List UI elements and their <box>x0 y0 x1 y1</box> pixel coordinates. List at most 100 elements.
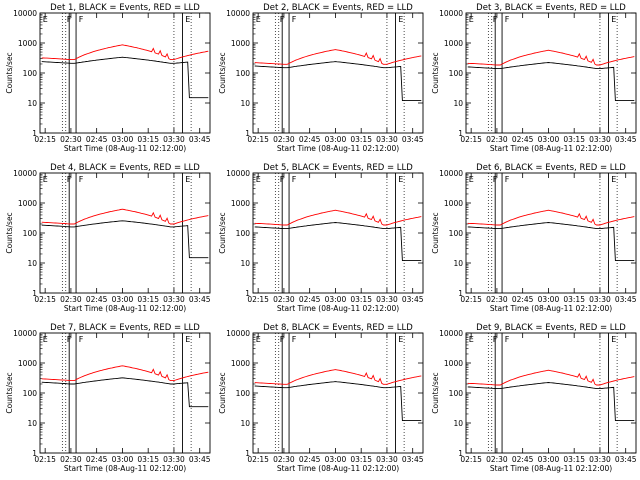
x-tick-label: 02:30 <box>486 135 508 144</box>
x-axis-label: Start Time (08-Aug-11 02:12:00) <box>490 144 612 153</box>
y-tick-label: 1000 <box>444 199 463 208</box>
y-tick-label: 10000 <box>439 169 463 178</box>
y-axis-label: Counts/sec <box>218 52 227 93</box>
flag-marker: F <box>79 15 84 24</box>
y-tick-label: 10 <box>240 259 250 268</box>
x-tick-label: 03:15 <box>350 295 372 304</box>
y-axis-label: Counts/sec <box>431 52 440 93</box>
lld-series-line <box>254 49 422 65</box>
y-tick-label: 10000 <box>439 9 463 18</box>
x-tick-label: 02:30 <box>486 295 508 304</box>
x-tick-label: 02:30 <box>273 295 295 304</box>
panel-title: Det 7, BLACK = Events, RED = LLD <box>50 323 200 333</box>
detector-panel-1: Det 1, BLACK = Events, RED = LLD Start Ti… <box>5 3 211 153</box>
x-axis-label: Start Time (08-Aug-11 02:12:00) <box>277 144 399 153</box>
y-tick-label: 1000 <box>231 39 250 48</box>
y-tick-label: 10 <box>27 419 37 428</box>
plot-frame <box>39 332 211 454</box>
flag-marker: F <box>67 15 72 24</box>
flag-marker: F <box>280 335 285 344</box>
x-tick-label: 03:45 <box>402 135 424 144</box>
y-tick-label: 10 <box>453 259 463 268</box>
x-tick-label: 03:30 <box>589 295 611 304</box>
x-tick-label: 02:30 <box>273 455 295 464</box>
x-tick-label: 03:30 <box>163 295 185 304</box>
plot-frame <box>39 12 211 134</box>
y-tick-label: 1 <box>245 289 250 298</box>
x-tick-label: 03:00 <box>325 455 347 464</box>
y-tick-label: 1 <box>32 289 37 298</box>
x-tick-label: 03:15 <box>137 295 159 304</box>
flag-marker: E <box>256 15 261 24</box>
y-tick-label: 10000 <box>226 9 250 18</box>
events-series-line <box>254 381 422 422</box>
flag-marker: F <box>67 335 72 344</box>
y-tick-label: 10000 <box>226 169 250 178</box>
x-tick-label: 02:30 <box>273 135 295 144</box>
x-tick-label: 03:30 <box>589 135 611 144</box>
flag-marker: E <box>611 175 616 184</box>
x-tick-label: 03:45 <box>402 295 424 304</box>
flag-marker: E <box>611 335 616 344</box>
y-tick-label: 10 <box>453 99 463 108</box>
y-tick-label: 1000 <box>444 39 463 48</box>
lld-series-line <box>41 44 209 61</box>
y-axis-label: Counts/sec <box>5 52 14 93</box>
y-tick-label: 1 <box>32 129 37 138</box>
x-axis-label: Start Time (08-Aug-11 02:12:00) <box>490 304 612 313</box>
x-tick-label: 02:15 <box>34 455 56 464</box>
x-axis-label: Start Time (08-Aug-11 02:12:00) <box>490 464 612 473</box>
panel-title: Det 2, BLACK = Events, RED = LLD <box>263 3 413 13</box>
y-tick-label: 100 <box>236 389 251 398</box>
flag-marker: E <box>256 175 261 184</box>
y-tick-label: 100 <box>449 69 464 78</box>
plot-frame <box>465 332 637 454</box>
flag-marker: F <box>280 175 285 184</box>
x-tick-label: 02:30 <box>486 455 508 464</box>
flag-marker: E <box>43 15 48 24</box>
y-tick-label: 10 <box>453 419 463 428</box>
x-tick-label: 03:00 <box>112 455 134 464</box>
y-axis-label: Counts/sec <box>218 372 227 413</box>
detector-panel-8: Det 8, BLACK = Events, RED = LLD Start Ti… <box>218 323 424 473</box>
panel-title: Det 5, BLACK = Events, RED = LLD <box>263 163 413 173</box>
x-axis-label: Start Time (08-Aug-11 02:12:00) <box>277 464 399 473</box>
y-tick-label: 1 <box>458 449 463 458</box>
x-tick-label: 03:15 <box>563 455 585 464</box>
events-series-line <box>254 222 422 262</box>
x-tick-label: 03:00 <box>325 135 347 144</box>
flag-marker: E <box>185 15 190 24</box>
panel-title: Det 6, BLACK = Events, RED = LLD <box>476 163 626 173</box>
x-tick-label: 03:45 <box>615 135 637 144</box>
flag-marker: F <box>280 15 285 24</box>
x-tick-label: 02:15 <box>247 455 269 464</box>
y-tick-label: 100 <box>23 389 38 398</box>
lld-series-line <box>467 369 635 386</box>
flag-marker: E <box>185 335 190 344</box>
flag-marker: F <box>292 175 297 184</box>
y-tick-label: 1000 <box>18 199 37 208</box>
x-tick-label: 02:45 <box>299 455 321 464</box>
y-tick-label: 10 <box>27 259 37 268</box>
lld-series-line <box>41 365 209 382</box>
y-tick-label: 10000 <box>13 9 37 18</box>
x-tick-label: 03:45 <box>402 455 424 464</box>
y-tick-label: 1000 <box>18 39 37 48</box>
lld-series-line <box>467 209 635 226</box>
x-tick-label: 03:00 <box>112 135 134 144</box>
plot-frame <box>465 12 637 134</box>
flag-marker: F <box>292 335 297 344</box>
x-tick-label: 02:45 <box>512 455 534 464</box>
x-tick-label: 03:00 <box>112 295 134 304</box>
y-axis-label: Counts/sec <box>431 212 440 253</box>
flag-marker: F <box>67 175 72 184</box>
x-tick-label: 03:15 <box>350 455 372 464</box>
flag-marker: E <box>398 175 403 184</box>
x-tick-label: 03:30 <box>163 455 185 464</box>
panel-title: Det 3, BLACK = Events, RED = LLD <box>476 3 626 13</box>
lld-series-line <box>254 369 422 385</box>
flag-marker: E <box>398 335 403 344</box>
y-tick-label: 100 <box>236 229 251 238</box>
x-axis-label: Start Time (08-Aug-11 02:12:00) <box>277 304 399 313</box>
